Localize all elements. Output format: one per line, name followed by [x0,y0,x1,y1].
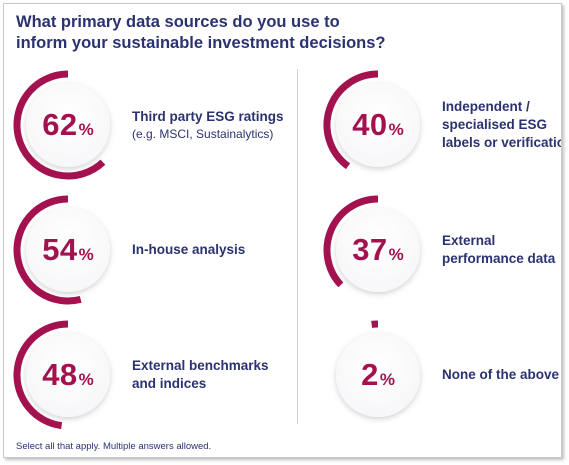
progress-ring [323,70,420,170]
item-label-main: Third party ESG ratings [132,109,284,124]
item-label-main: Independent / specialised ESG labels or … [442,99,561,150]
percent-value: 37% [322,194,434,306]
percent-number: 2 [361,357,379,392]
progress-ring [323,195,420,292]
inner-circle [26,333,110,417]
percent-sign: % [379,370,395,389]
footnote: Select all that apply. Multiple answers … [16,441,212,452]
percent-sign: % [78,370,94,389]
percent-value: 48% [12,319,124,431]
percent-number: 54 [42,232,78,267]
value-arc [13,320,69,430]
column-divider [297,69,298,424]
item-label: None of the above [442,319,561,431]
progress-ring [13,195,110,305]
progress-ring [336,320,420,417]
item-label-main: External performance data [442,233,556,266]
percent-number: 62 [42,107,78,142]
item-label-main: In-house analysis [132,242,246,257]
chart-card: What primary data sources do you use to … [3,3,562,458]
percent-sign: % [78,120,94,139]
percent-value: 2% [322,319,434,431]
percent-value: 62% [12,69,124,181]
progress-ring [13,320,110,430]
item-label: External benchmarks and indices [132,319,312,431]
stat-item: 48% External benchmarks and indices [12,319,282,431]
value-arc [13,195,82,305]
percent-number: 37 [352,232,388,267]
inner-circle [336,333,420,417]
percent-sign: % [388,120,404,139]
inner-circle [336,83,420,167]
item-label: Independent / specialised ESG labels or … [442,69,561,181]
value-arc [323,195,379,288]
inner-circle [336,208,420,292]
item-label-main: None of the above [442,367,560,382]
chart-title: What primary data sources do you use to … [16,13,386,52]
value-arc [13,70,106,180]
item-label: In-house analysis [132,194,312,306]
percent-number: 40 [352,107,388,142]
inner-circle [26,83,110,167]
stat-item: 37% External performance data [322,194,561,306]
stat-item: 2% None of the above [322,319,561,431]
stat-item: 40% Independent / specialised ESG labels … [322,69,561,181]
percent-sign: % [388,245,404,264]
percent-value: 54% [12,194,124,306]
percent-number: 48 [42,357,78,392]
percent-sign: % [78,245,94,264]
percent-value: 40% [322,69,434,181]
item-label: Third party ESG ratings (e.g. MSCI, Susta… [132,69,312,181]
value-arc [323,70,379,170]
stat-item: 54% In-house analysis [12,194,282,306]
stat-item: 62% Third party ESG ratings (e.g. MSCI, Su… [12,69,284,181]
item-label-sub: (e.g. MSCI, Sustainalytics) [132,127,274,141]
inner-circle [26,208,110,292]
item-label-main: External benchmarks and indices [132,358,269,391]
progress-ring [13,70,110,180]
item-label: External performance data [442,194,561,306]
